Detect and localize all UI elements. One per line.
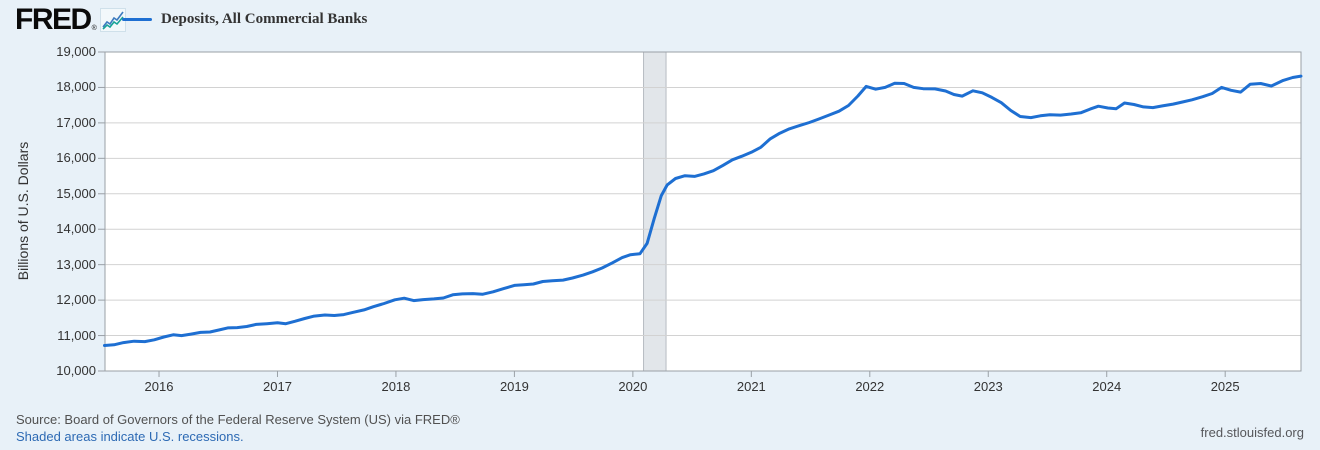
legend-series-label: Deposits, All Commercial Banks [161,10,368,27]
y-tick-label: 11,000 [57,327,96,343]
source-attribution: Source: Board of Governors of the Federa… [16,412,460,427]
y-tick-label: 13,000 [56,256,96,272]
recession-note-link[interactable]: Shaded areas indicate U.S. recessions. [16,429,244,444]
x-tick-label: 2017 [263,379,292,394]
legend-item-deposits[interactable]: Deposits, All Commercial Banks [122,9,367,29]
y-tick-label: 17,000 [56,114,96,130]
recession-band [643,52,667,371]
x-tick-label: 2025 [1210,379,1240,394]
y-tick-label: 14,000 [56,221,96,237]
y-tick-label: 18,000 [56,79,96,95]
x-tick-label: 2023 [973,379,1003,394]
y-tick-label: 19,000 [56,44,96,59]
y-tick-label: 12,000 [56,292,96,308]
x-tick-label: 2020 [618,379,648,394]
registered-trademark: ® [91,25,97,32]
fred-logo-text: FRED [15,3,92,36]
y-tick-label: 16,000 [56,150,96,166]
fred-logo[interactable]: FRED ® [15,4,126,36]
x-tick-label: 2021 [736,379,766,394]
plot-border [104,51,1302,372]
x-tick-label: 2018 [381,379,411,394]
x-tick-label: 2016 [144,379,174,394]
x-tick-label: 2024 [1092,379,1122,394]
legend-line-swatch [122,17,152,21]
y-tick-label: 15,000 [56,185,96,201]
data-line-deposits [103,74,1303,347]
x-tick-label: 2022 [855,379,885,394]
x-tick-label: 2019 [499,379,529,394]
fred-site-link[interactable]: fred.stlouisfed.org [1200,425,1304,440]
y-tick-label: 10,000 [56,363,96,378]
